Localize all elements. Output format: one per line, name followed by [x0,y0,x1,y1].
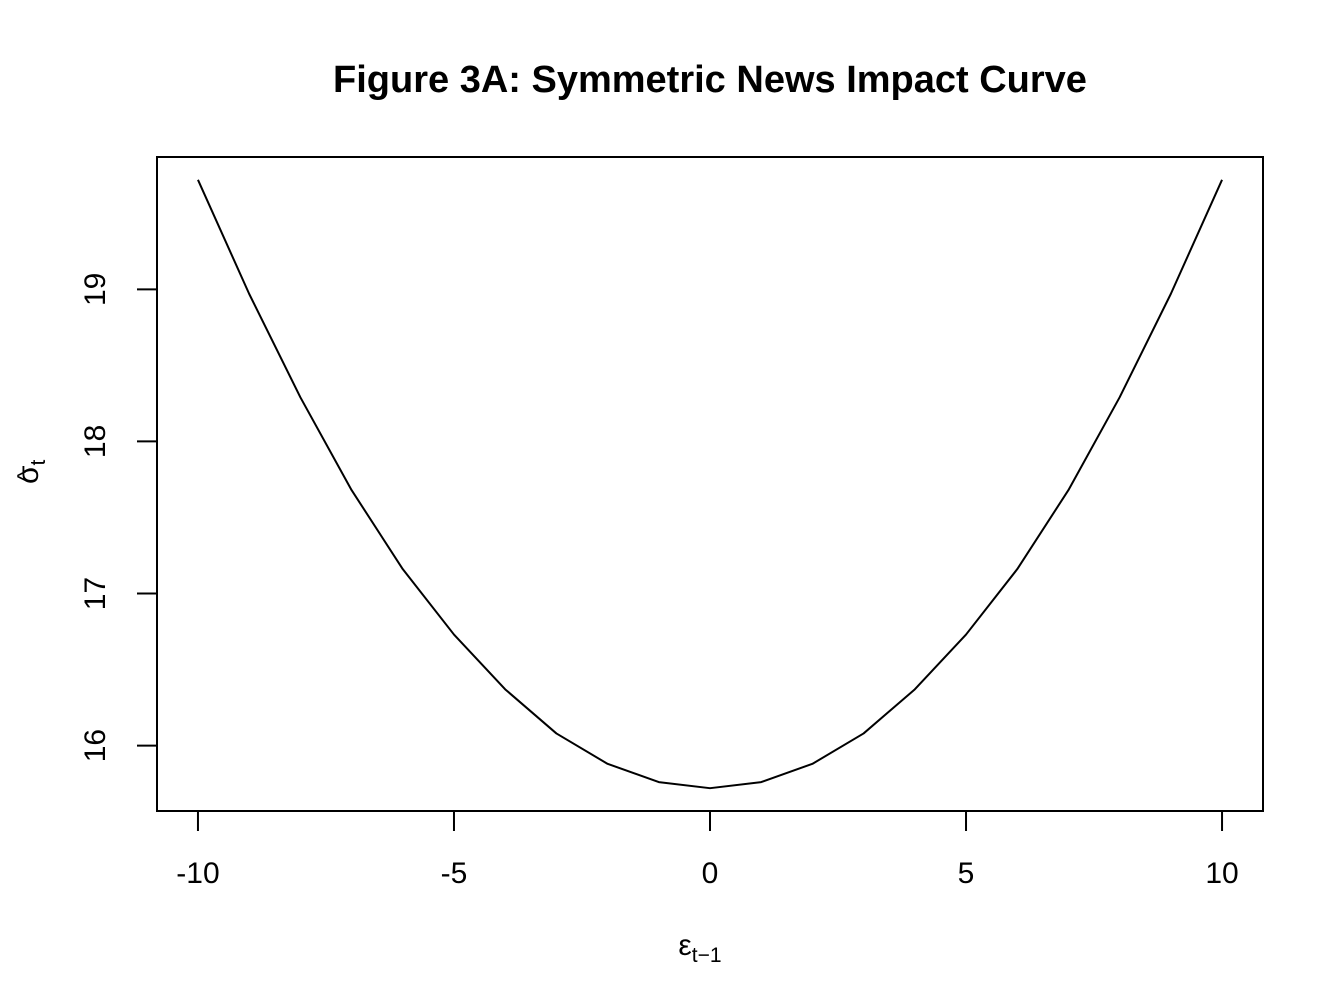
x-tick-label: 5 [958,857,975,890]
x-tick-label: -10 [176,857,219,890]
y-tick-label: 16 [79,729,112,762]
x-axis-label-subscript: t−1 [692,944,722,967]
y-axis: 16 17 18 19 [79,273,157,762]
y-axis-label-subscript: t [27,459,50,465]
x-axis: -10 -5 0 5 10 [176,811,1239,890]
y-tick-label: 18 [79,425,112,458]
series-line [197,179,1223,790]
y-tick-label: 17 [79,577,112,610]
x-axis-label: εt−1 [678,929,721,967]
y-tick-label: 19 [79,273,112,306]
y-axis-label-symbol: σ [12,465,45,484]
y-axis-label-accent: ^ [13,470,40,482]
svg-text:σt: σt [12,459,50,484]
x-tick-label: 10 [1205,857,1238,890]
x-tick-label: -5 [441,857,468,890]
series-group [197,179,1223,790]
chart-title: Figure 3A: Symmetric News Impact Curve [333,59,1087,101]
plot-frame [156,156,1264,812]
x-tick-label: 0 [702,857,719,890]
x-axis-label-symbol: ε [678,929,691,962]
y-axis-label: σt ^ [12,459,50,484]
